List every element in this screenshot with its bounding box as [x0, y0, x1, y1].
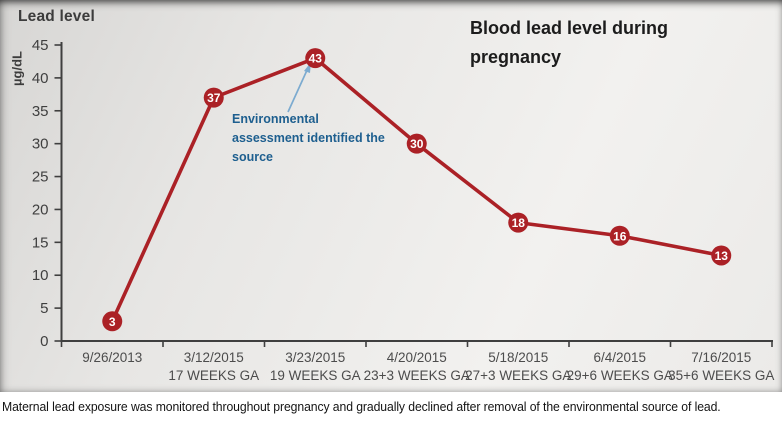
x-axis-date-label: 3/12/2015	[184, 350, 244, 365]
y-axis-tick-label: 30	[32, 136, 49, 153]
x-axis-date-label: 4/20/2015	[387, 350, 447, 365]
data-point-marker	[609, 225, 630, 246]
data-point-marker	[102, 311, 123, 332]
figure-caption: Maternal lead exposure was monitored thr…	[2, 399, 721, 414]
data-point-label: 30	[410, 137, 424, 151]
data-point-label: 16	[613, 229, 627, 243]
annotation-arrow	[287, 67, 309, 113]
data-point-label: 43	[309, 52, 323, 66]
y-axis-tick-label: 10	[32, 267, 49, 284]
data-point-label: 13	[715, 249, 729, 263]
x-axis-date-label: 5/18/2015	[488, 350, 548, 365]
y-axis-tick-label: 35	[32, 103, 49, 120]
y-axis-tick-label: 15	[32, 234, 49, 251]
x-axis-ga-label: 17 WEEKS GA	[168, 368, 259, 383]
x-axis-ga-label: 27+3 WEEKS GA	[465, 368, 571, 383]
slide: Lead level µg/dL Blood lead level during…	[0, 0, 782, 392]
x-axis-ga-label: 35+6 WEEKS GA	[668, 368, 774, 383]
x-axis-date-label: 9/26/2013	[82, 350, 142, 365]
y-axis-tick-label: 5	[40, 300, 48, 317]
data-point-label: 37	[207, 91, 221, 105]
data-point-marker	[711, 245, 732, 266]
data-point-marker	[305, 48, 326, 69]
annotation-line: Environmental	[232, 112, 319, 126]
line-series	[110, 56, 722, 323]
y-axis-tick-label: 0	[40, 333, 48, 350]
annotation-text: Environmental assessment identified the …	[232, 110, 432, 166]
annotation-line: source	[232, 149, 273, 164]
line-chart: 0 5 10 15 20 25 30 35 40 45 9/26/2013 3/12/2015 17 W…	[32, 37, 775, 383]
data-point-label: 3	[109, 315, 116, 329]
x-axis-ga-label: 23+3 WEEKS GA	[364, 368, 470, 383]
chart-title: Blood lead level during pregnancy	[470, 18, 669, 67]
data-point-marker	[406, 133, 427, 154]
y-axis-tick-label: 45	[32, 37, 49, 54]
annotation-line: assessment identified the	[232, 130, 385, 145]
x-axis-ga-label: 19 WEEKS GA	[270, 368, 361, 383]
data-point-label: 18	[512, 216, 526, 230]
y-axis-tick-label: 40	[32, 70, 49, 87]
x-axis-date-label: 3/23/2015	[285, 350, 345, 365]
y-axis-tick-label: 25	[32, 169, 49, 186]
x-axis-ga-label: 29+6 WEEKS GA	[567, 368, 673, 383]
x-axis-date-label: 7/16/2015	[691, 350, 751, 365]
data-point-marker	[508, 212, 529, 233]
axis-corner-title: Lead level	[18, 8, 95, 25]
y-axis-tick-label: 20	[32, 201, 49, 218]
x-axis-date-label: 6/4/2015	[593, 350, 646, 365]
data-point-marker	[203, 87, 224, 108]
